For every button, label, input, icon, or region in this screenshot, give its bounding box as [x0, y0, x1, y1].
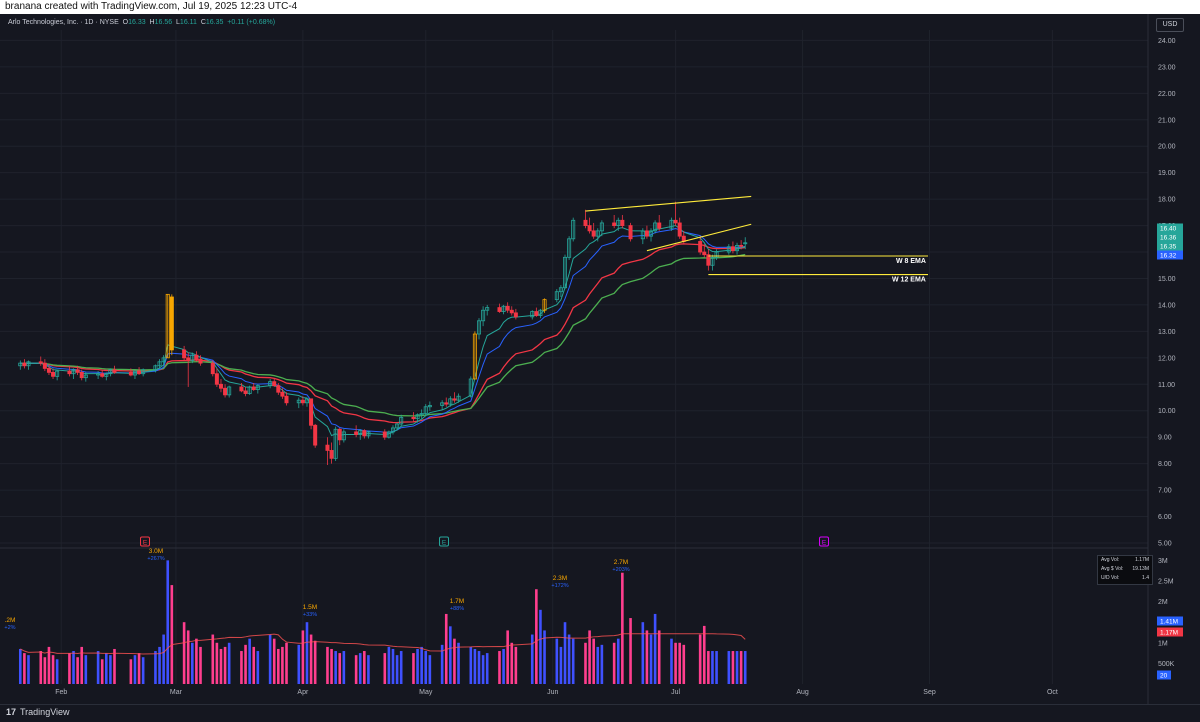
symbol-name: Arlo Technologies, Inc. · 1D · NYSE	[8, 19, 119, 26]
tradingview-logo[interactable]: 17 TradingView	[6, 705, 70, 719]
change-value: +0.11 (+0.68%)	[227, 19, 276, 26]
stat-value: 1.4	[1142, 575, 1149, 581]
open-label: O	[122, 19, 129, 26]
close-value: 16.35	[205, 19, 224, 26]
stat-ud-vol: U/D Vol: 1.4	[1098, 574, 1152, 583]
stat-avg-dollar-vol: Avg $ Vol: 19.13M	[1098, 565, 1152, 574]
stat-key: Avg Vol:	[1101, 557, 1120, 563]
open-value: 16.33	[128, 19, 146, 26]
symbol-legend: Arlo Technologies, Inc. · 1D · NYSE O16.…	[8, 17, 275, 29]
bottom-bar	[0, 704, 1200, 722]
attribution-bar: branana created with TradingView.com, Ju…	[0, 0, 1200, 14]
currency-button[interactable]: USD	[1156, 18, 1184, 32]
tradingview-logo-text: TradingView	[20, 707, 70, 717]
low-label: L	[176, 19, 180, 26]
high-label: H	[149, 19, 155, 26]
low-value: 16.11	[179, 19, 197, 26]
stat-key: U/D Vol:	[1101, 575, 1120, 581]
stat-value: 19.13M	[1132, 566, 1149, 572]
stat-key: Avg $ Vol:	[1101, 566, 1124, 572]
stat-avg-vol: Avg Vol: 1.17M	[1098, 556, 1152, 565]
tradingview-logo-icon: 17	[6, 707, 17, 717]
volume-stats-panel: Avg Vol: 1.17M Avg $ Vol: 19.13M U/D Vol…	[1097, 555, 1153, 585]
chart-area[interactable]	[0, 14, 1200, 704]
attribution-text: branana created with TradingView.com, Ju…	[5, 1, 298, 12]
stat-value: 1.17M	[1135, 557, 1149, 563]
high-value: 16.56	[154, 19, 173, 26]
close-label: C	[200, 19, 206, 26]
